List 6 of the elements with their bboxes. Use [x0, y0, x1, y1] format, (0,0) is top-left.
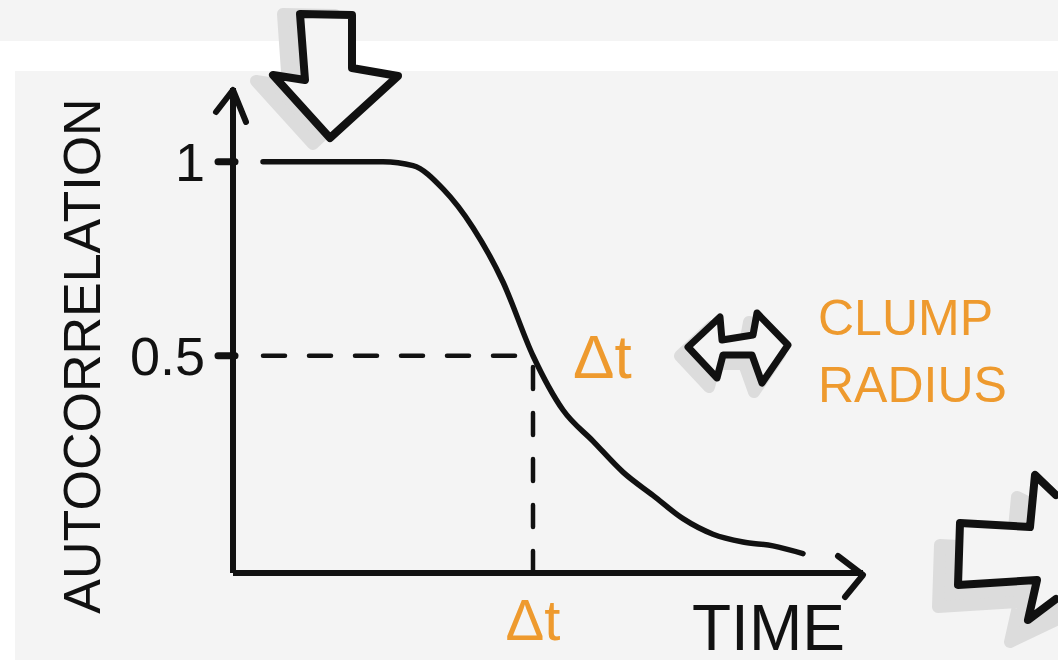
annotation: CLUMP RADIUS: [818, 290, 1007, 413]
y-tick-label: 1: [174, 131, 205, 192]
y-tick-label: 0.5: [129, 325, 205, 386]
x-axis-title: TIME: [692, 592, 845, 660]
annotation: Δt: [573, 321, 632, 391]
y-axis-title: AUTOCORRELATION: [53, 98, 111, 614]
